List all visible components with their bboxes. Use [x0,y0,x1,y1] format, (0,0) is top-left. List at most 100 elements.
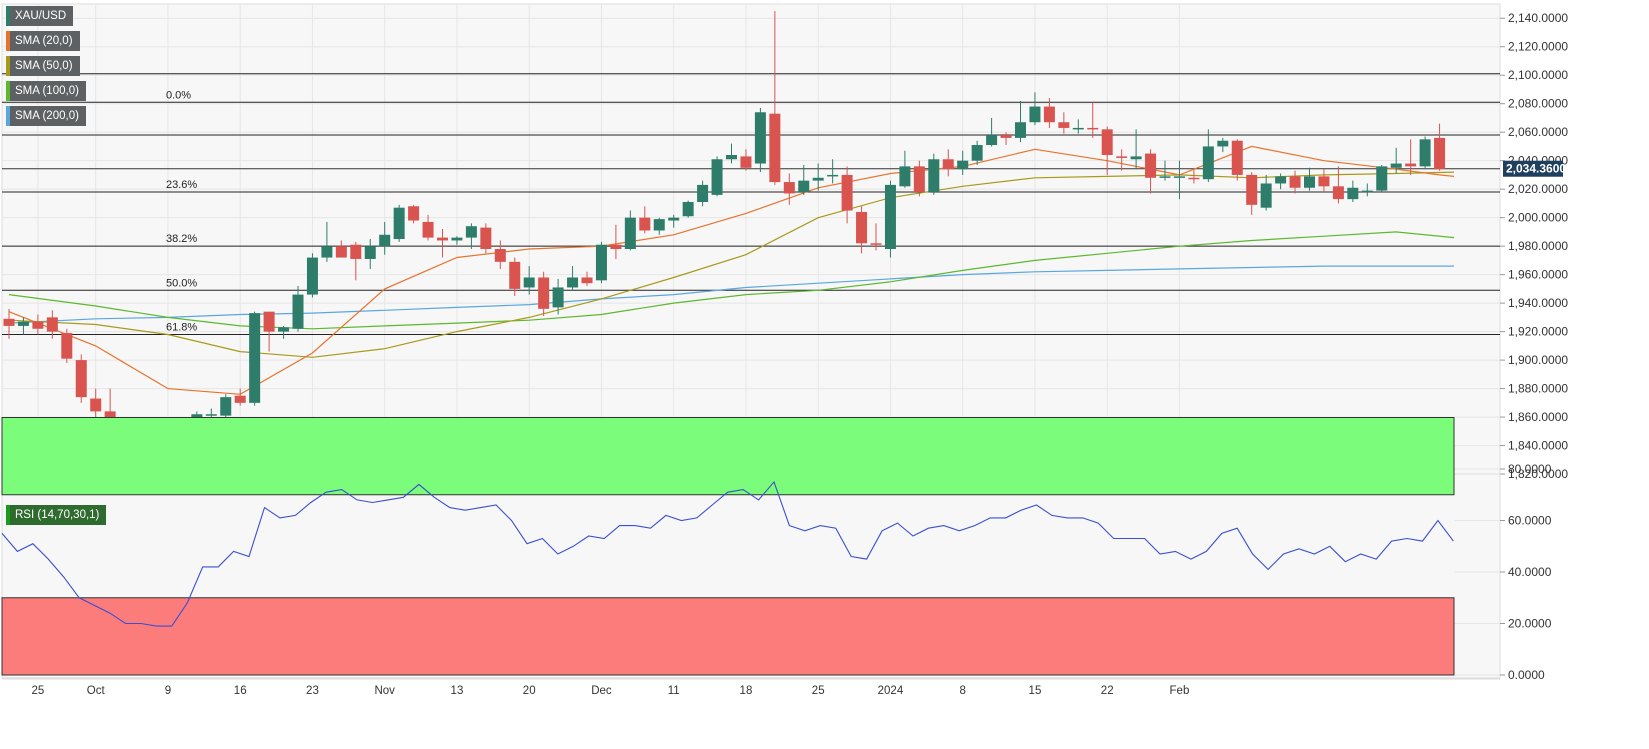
candle-body-67 [971,145,983,161]
candle-body-85 [1231,140,1243,175]
candle-0 [3,308,15,339]
candle-body-42 [610,244,622,249]
candle-body-52 [754,112,766,164]
legend-xauusd[interactable]: XAU/USD [6,6,74,26]
candle-body-66 [957,160,969,170]
legend-swatch-sma200 [6,106,10,126]
candle-22 [321,221,333,262]
candle-body-49 [711,159,723,195]
candle-47 [682,200,694,218]
rsi-tick-label-0: 80.0000 [1508,462,1552,476]
candle-body-56 [812,177,824,181]
x-axis-label-9: 11 [668,685,680,697]
legend-sma100[interactable]: SMA (100,0) [6,81,86,101]
legend-sma20[interactable]: SMA (20,0) [6,31,80,51]
candle-80 [1159,160,1171,181]
x-axis-label-14: 15 [1029,685,1042,697]
legend-swatch-sma50 [6,56,10,76]
price-tick-label-14: 1,860.0000 [1508,410,1568,424]
rsi-oversold-zone [1,597,1455,676]
candle-81 [1173,160,1185,200]
price-tick-label-2: 2,100.0000 [1508,68,1568,82]
candle-body-1 [17,321,29,326]
candle-64 [928,153,940,195]
candle-body-79 [1145,153,1157,178]
candle-82 [1188,167,1200,184]
legend-swatch-xauusd [6,6,10,26]
candle-body-84 [1217,140,1229,147]
candle-body-65 [942,159,954,170]
candle-body-43 [624,217,636,249]
candle-body-36 [523,277,535,288]
candle-body-44 [639,217,651,231]
candle-66 [957,150,969,175]
candle-34 [494,240,506,269]
price-tick-label-7: 2,000.0000 [1508,211,1568,225]
legend-label-sma20: SMA (20,0) [15,35,73,47]
candle-body-87 [1260,183,1272,208]
candle-94 [1361,183,1373,197]
fib-label-4: 61.8% [166,321,197,333]
candle-97 [1405,139,1417,175]
candle-body-41 [595,244,607,281]
candle-26 [379,221,391,255]
candle-body-24 [350,244,362,259]
candle-65 [942,149,954,177]
candle-45 [653,217,665,235]
candle-17 [249,311,261,406]
candle-61 [884,180,896,258]
legend-sma200[interactable]: SMA (200,0) [6,106,86,126]
candle-body-76 [1101,129,1113,155]
candle-27 [393,204,405,242]
x-axis-label-5: Nov [374,685,395,697]
rsi-line [1,480,1454,627]
candle-body-46 [668,217,680,221]
price-tick-label-10: 1,940.0000 [1508,296,1568,310]
rsi-legend[interactable]: RSI (14,70,30,1) [6,505,107,525]
price-tick-label-16: 1,820.0000 [1508,467,1568,481]
fib-label-2: 38.2% [166,233,197,245]
candle-body-96 [1390,163,1402,168]
candle-87 [1260,174,1272,211]
candle-84 [1217,137,1229,153]
candle-body-88 [1275,176,1287,184]
legend-swatch-sma20 [6,31,10,51]
candle-body-27 [393,207,405,240]
candle-73 [1058,112,1070,134]
candle-body-92 [1332,186,1344,200]
candle-body-71 [1029,106,1041,123]
x-axis-label-1: Oct [87,685,106,697]
candle-body-38 [552,287,564,308]
candle-35 [509,257,521,297]
candle-15 [220,394,232,420]
current-price-label: 2,034.3600 [1506,162,1566,176]
candle-body-54 [783,182,795,194]
candle-body-45 [653,219,665,231]
candle-body-30 [437,237,448,241]
candle-body-99 [1434,137,1446,170]
candle-93 [1347,180,1359,202]
legend-swatch-sma100 [6,81,10,101]
candle-body-48 [697,184,709,202]
candle-body-16 [234,395,246,403]
legend-sma50[interactable]: SMA (50,0) [6,56,80,76]
candle-63 [913,160,925,197]
legend-label-sma50: SMA (50,0) [15,60,73,72]
candle-67 [971,140,983,165]
candle-body-90 [1304,176,1315,188]
rsi-overbought-zone [1,417,1455,496]
price-legend: XAU/USD SMA (20,0) SMA (50,0) SMA (100,0… [6,6,86,131]
price-tick-label-9: 1,960.0000 [1508,268,1568,282]
candle-body-47 [682,201,694,217]
candle-41 [595,241,607,284]
candle-body-50 [726,154,737,160]
candle-39 [567,266,579,291]
x-axis-label-3: 16 [234,685,247,697]
candle-21 [306,253,318,298]
candle-body-5 [75,360,87,398]
candle-body-6 [90,398,102,412]
candle-37 [538,271,550,316]
candle-85 [1231,139,1243,181]
candle-body-75 [1087,127,1099,130]
